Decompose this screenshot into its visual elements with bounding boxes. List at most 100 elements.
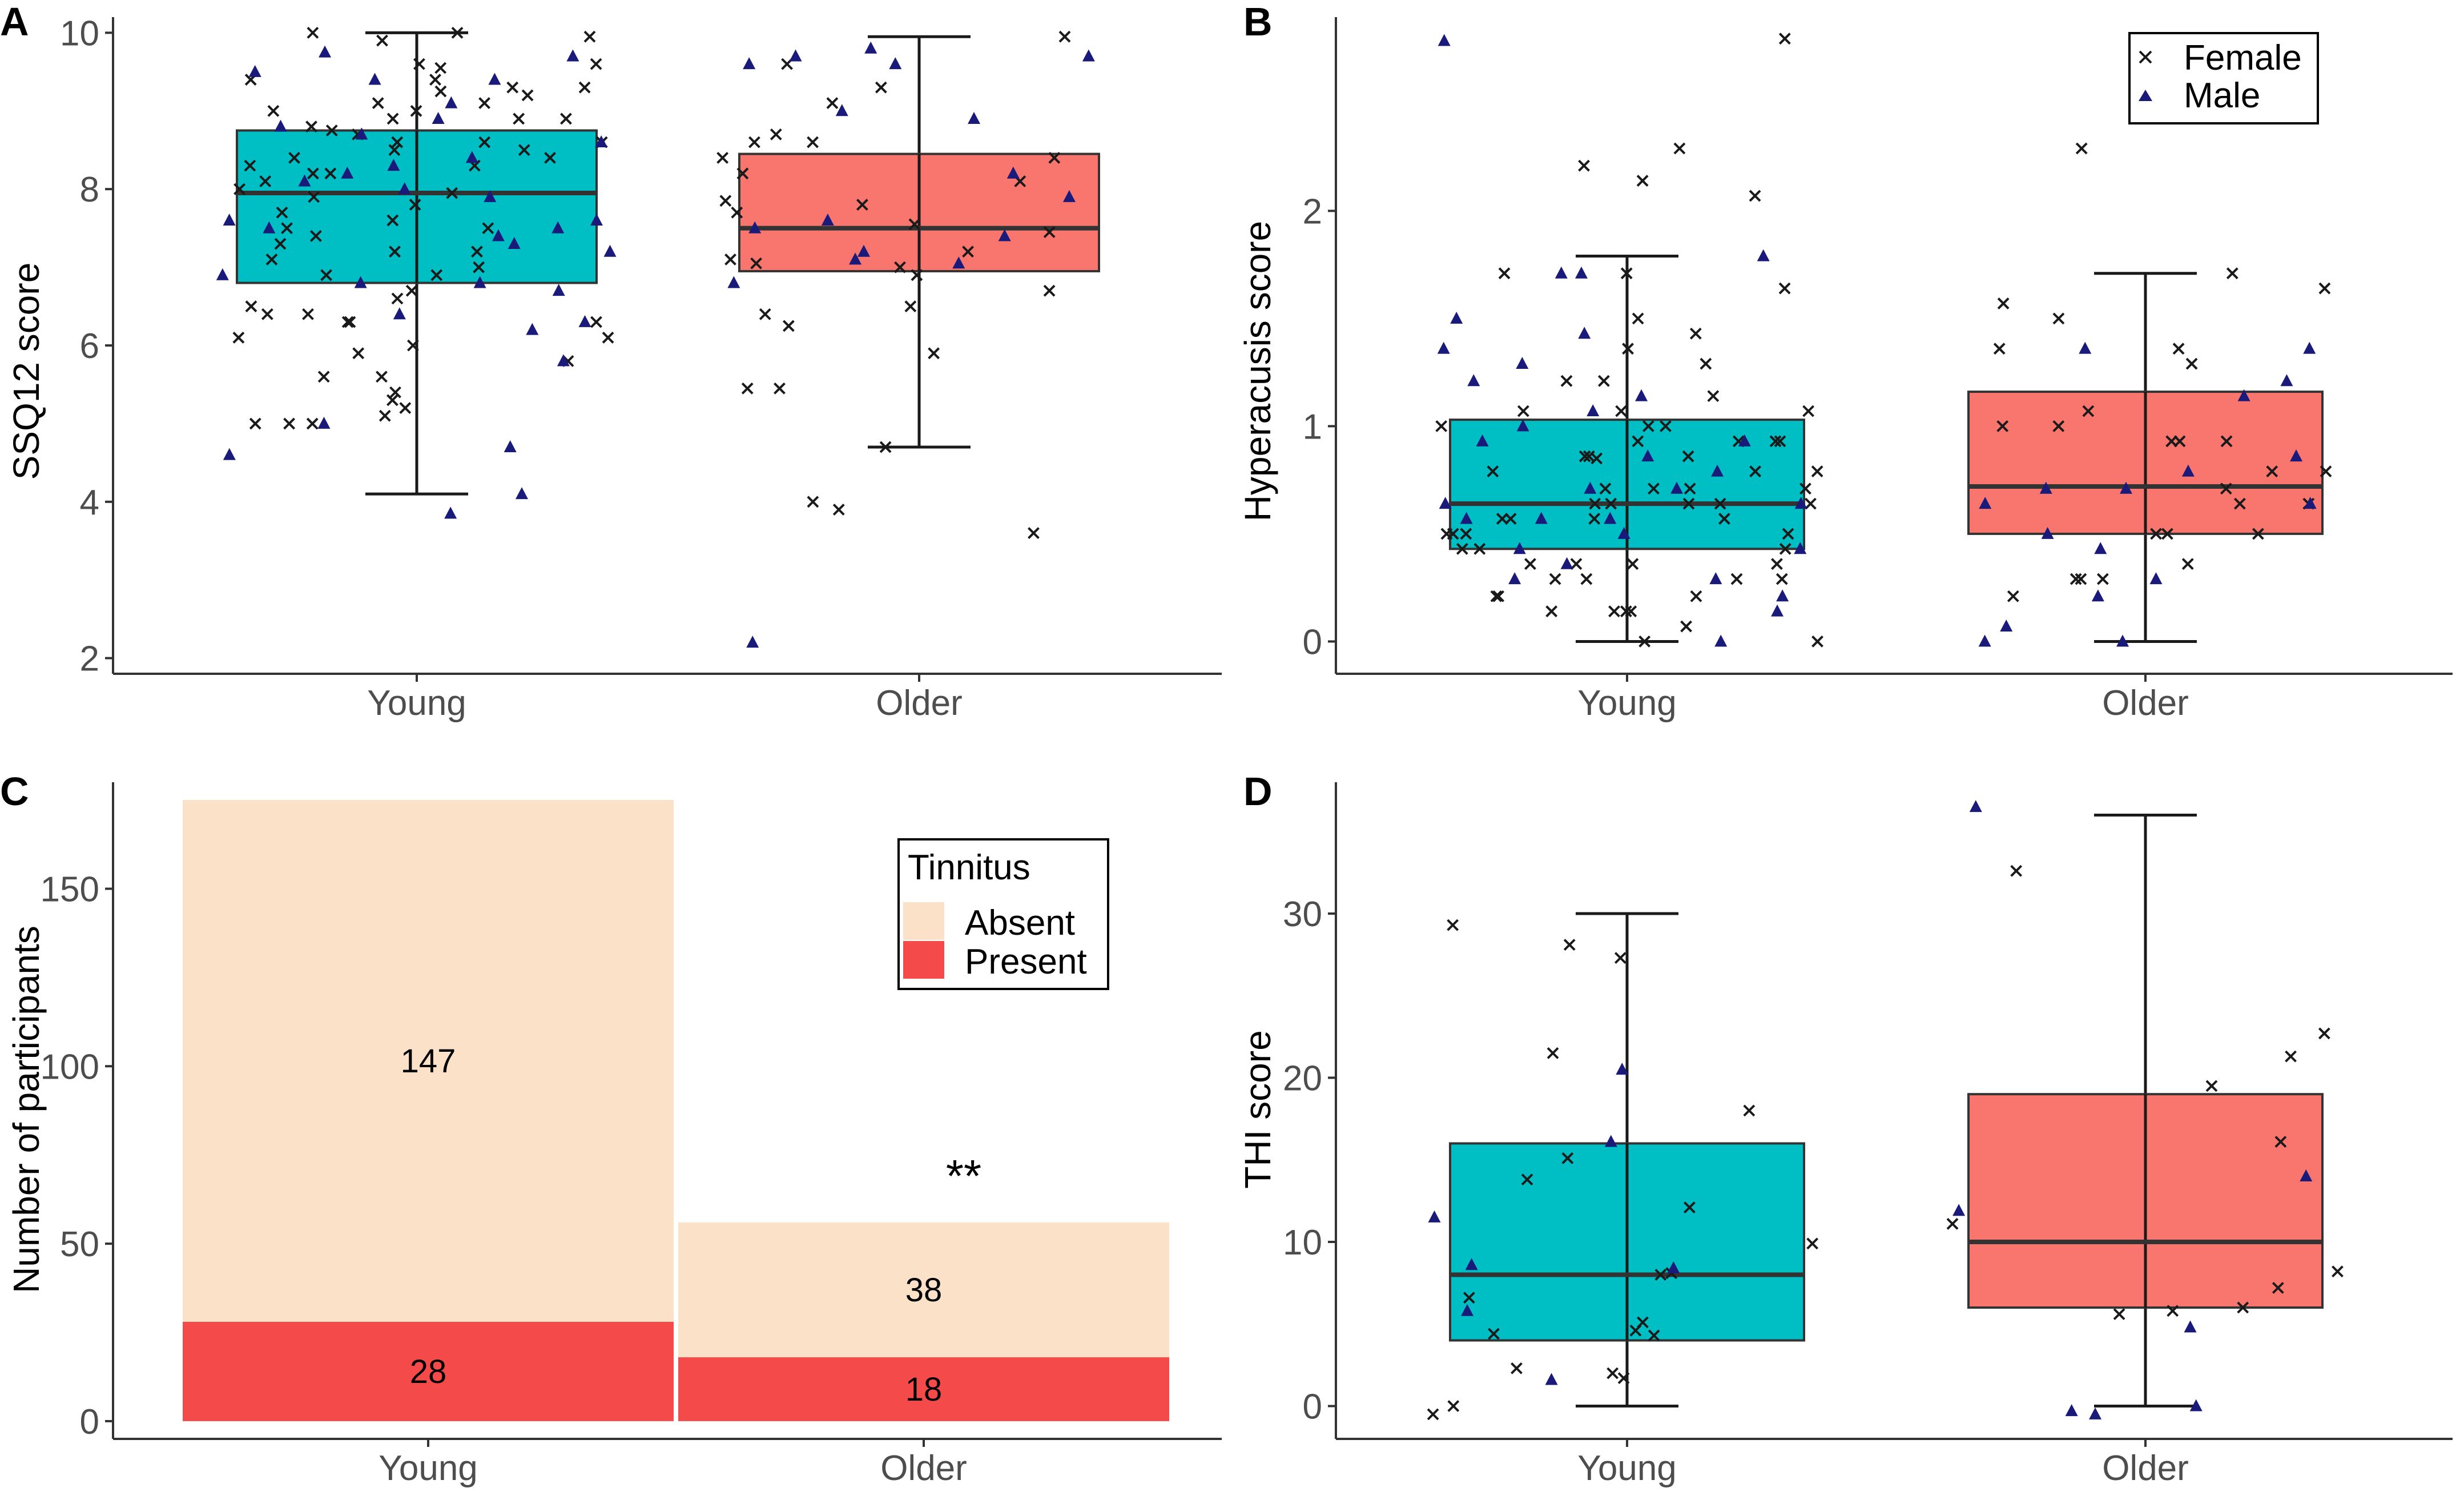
panel-a-point-female-older — [856, 199, 868, 211]
panel-a-point-male-older — [998, 229, 1011, 242]
cross-mark — [410, 104, 422, 117]
cross-mark — [2320, 465, 2332, 477]
cross-mark — [391, 292, 404, 305]
panel-a-point-female-older — [748, 136, 760, 148]
panel-b-point-male-older — [2119, 481, 2132, 494]
panel-a-point-male-young — [473, 276, 486, 288]
panel-a-point-male-older — [1006, 166, 1020, 179]
panel-b-point-female-young — [1648, 482, 1660, 495]
cross-mark — [1769, 435, 1782, 448]
cross-mark — [2167, 1305, 2179, 1317]
panel-a-point-female-older — [928, 347, 940, 360]
panel-b-point-male-young — [1794, 542, 1807, 554]
panel-a-point-male-young — [274, 119, 287, 132]
cross-mark — [305, 120, 317, 133]
panel-b-point-female-young — [1588, 513, 1601, 525]
panel-c-bar-label-absent-older: 38 — [905, 1272, 943, 1309]
panel-b-point-male-older — [2290, 449, 2303, 462]
cross-mark — [1496, 513, 1508, 525]
sex-legend-box — [2128, 32, 2319, 124]
panel-b-point-male-young — [1467, 374, 1480, 387]
cross-mark — [1743, 1104, 1756, 1117]
panel-d-y-tick-label: 10 — [1283, 1223, 1322, 1262]
panel-b-point-female-young — [1632, 312, 1644, 325]
cross-mark — [2172, 343, 2185, 355]
panel-a-point-female-older — [832, 504, 845, 516]
cross-mark — [2096, 573, 2109, 585]
panel-a-point-male-young — [445, 96, 458, 108]
panel-a-point-female-young — [352, 347, 365, 360]
panel-b-point-female-young — [1684, 482, 1696, 495]
panel-b-point-female-young — [1560, 375, 1573, 387]
panel-b-point-male-young — [1738, 434, 1751, 447]
panel-a-point-female-young — [259, 175, 272, 187]
cross-mark — [2113, 1308, 2125, 1320]
panel-d-point-female-young — [1684, 1201, 1696, 1214]
cross-mark — [875, 81, 887, 94]
panel-b-point-female-young — [1682, 450, 1694, 463]
panel-b-point-male-older — [2091, 589, 2104, 602]
panel-b-point-female-older — [2220, 435, 2233, 448]
cross-mark — [1732, 435, 1745, 448]
cross-mark — [2010, 864, 2023, 877]
tinnitus-legend: Tinnitus Absent Present — [897, 838, 1109, 990]
cross-mark — [770, 128, 782, 140]
panel-d-point-female-older — [2318, 1027, 2330, 1040]
panel-b-point-male-young — [1555, 266, 1568, 279]
cross-mark — [320, 269, 332, 281]
panel-d-point-male-older — [1969, 800, 1982, 813]
cross-mark — [1597, 375, 1610, 387]
cross-mark — [352, 347, 365, 360]
panel-a-point-female-young — [320, 269, 332, 281]
panel-b-point-female-young — [1673, 142, 1686, 155]
panel-b-point-female-young — [1440, 528, 1453, 540]
cross-mark — [2274, 1136, 2287, 1148]
panel-b-point-female-older — [2165, 435, 2178, 448]
cross-mark — [1778, 282, 1791, 295]
cross-mark — [716, 152, 729, 164]
cross-mark — [724, 253, 736, 266]
panel-a-point-male-young — [444, 506, 457, 519]
panel-a-point-female-young — [409, 199, 421, 211]
cross-mark — [1749, 190, 1761, 202]
cross-mark — [1043, 226, 1056, 238]
panel-d-point-male-older — [2189, 1399, 2203, 1411]
panel-b-point-female-young — [1700, 357, 1712, 370]
cross-mark — [782, 320, 795, 332]
cross-mark — [1946, 1217, 1959, 1230]
panel-d-y-tick-label: 30 — [1283, 895, 1322, 934]
panel-d-point-male-young — [1428, 1210, 1441, 1222]
panel-d-point-female-young — [1654, 1269, 1667, 1281]
panel-b-point-female-young — [1579, 450, 1591, 463]
cross-mark — [406, 339, 419, 352]
panel-b-point-male-young — [1578, 327, 1591, 339]
panel-a-point-male-older — [748, 221, 762, 234]
panel-a-point-female-young — [376, 371, 388, 383]
cross-mark — [741, 382, 754, 395]
panel-a-point-female-older — [1043, 226, 1056, 238]
panel-b-point-female-older — [2226, 267, 2238, 280]
panel-letter-a: A — [0, 0, 29, 44]
panel-b-point-female-young — [1799, 482, 1811, 495]
cross-mark — [1028, 527, 1040, 539]
panel-a-y-tick-label: 2 — [80, 640, 99, 679]
panel-b-point-female-young — [1771, 558, 1783, 570]
panel-a-point-female-older — [904, 300, 917, 312]
panel-a-point-male-young — [355, 127, 368, 140]
cross-mark — [1498, 267, 1511, 280]
panel-a-point-male-older — [952, 256, 965, 269]
cross-mark — [1488, 1328, 1500, 1340]
panel-a-point-male-older — [849, 252, 862, 265]
panel-a-point-female-young — [430, 269, 443, 281]
panel-d-point-female-young — [1561, 1152, 1574, 1164]
panel-a-point-male-older — [864, 41, 877, 54]
cross-mark — [736, 167, 749, 180]
cross-mark — [1802, 405, 1815, 417]
panel-b-point-female-young — [1778, 282, 1791, 295]
panel-b-point-female-older — [2220, 482, 2232, 495]
panel-b-point-male-older — [2149, 572, 2163, 585]
panel-a-point-male-young — [590, 213, 603, 226]
cross-mark — [2052, 312, 2065, 325]
panel-c-bar-label-present-older: 18 — [905, 1371, 943, 1408]
present-swatch — [903, 941, 944, 979]
